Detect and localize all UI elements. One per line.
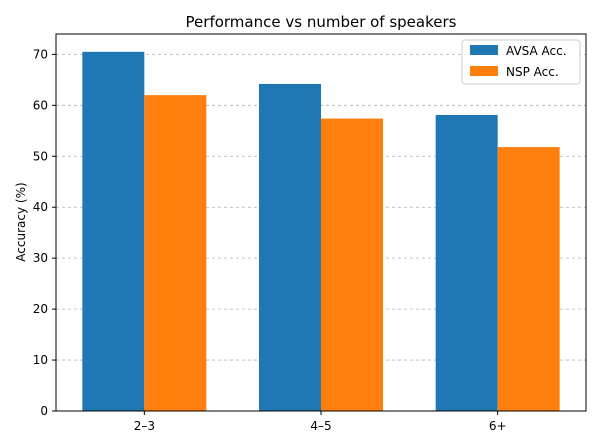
x-tick-label: 2–3 [134, 419, 155, 433]
y-tick-label: 10 [33, 353, 48, 367]
x-ticks: 2–3 4–5 6+ [134, 411, 507, 433]
legend-label-avsa: AVSA Acc. [506, 44, 567, 58]
y-tick-label: 0 [40, 404, 48, 418]
legend-swatch-nsp [470, 66, 498, 76]
y-tick-label: 20 [33, 302, 48, 316]
y-ticks: 0 10 20 30 40 50 60 70 [33, 47, 56, 418]
chart-title: Performance vs number of speakers [186, 13, 457, 31]
x-tick-label: 4–5 [310, 419, 331, 433]
bar-nsp-acc-1 [321, 118, 383, 412]
bar-avsa-acc-2 [435, 115, 498, 411]
bar-avsa-acc-1 [259, 83, 321, 411]
bar-nsp-acc-0 [144, 95, 207, 411]
y-tick-label: 60 [33, 98, 48, 112]
y-axis-label: Accuracy (%) [14, 182, 28, 261]
x-tick-label: 6+ [489, 419, 507, 433]
y-tick-label: 30 [33, 251, 48, 265]
legend-label-nsp: NSP Acc. [506, 65, 559, 79]
legend-swatch-avsa [470, 45, 498, 55]
y-tick-label: 50 [33, 149, 48, 163]
y-tick-label: 70 [33, 47, 48, 61]
bars [82, 51, 560, 412]
y-tick-label: 40 [33, 200, 48, 214]
legend: AVSA Acc. NSP Acc. [461, 39, 581, 85]
bar-nsp-acc-2 [497, 147, 560, 411]
bar-avsa-acc-0 [82, 51, 145, 411]
